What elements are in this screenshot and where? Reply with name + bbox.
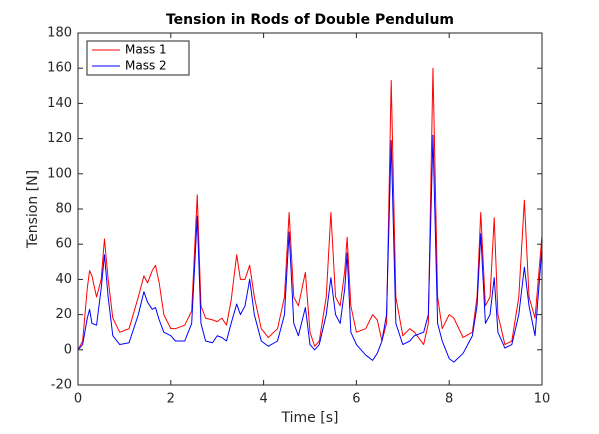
- y-tick-label: -20: [51, 378, 72, 393]
- y-tick-label: 160: [47, 61, 72, 76]
- series-line: [77, 67, 543, 351]
- legend-box: [86, 40, 190, 76]
- axes-box: [77, 32, 543, 386]
- y-tick-label: 20: [55, 307, 72, 322]
- y-tick-label: 120: [47, 131, 72, 146]
- y-tick-label: 140: [47, 96, 72, 111]
- y-tick-label: 180: [47, 26, 72, 41]
- y-tick-label: 0: [64, 342, 72, 357]
- x-axis-label: Time [s]: [281, 410, 339, 426]
- x-tick-label: 4: [259, 392, 267, 407]
- x-tick-label: 0: [74, 392, 82, 407]
- series-line: [77, 134, 543, 363]
- x-tick-label: 8: [445, 392, 453, 407]
- y-tick-label: 100: [47, 166, 72, 181]
- y-tick-label: 40: [55, 272, 72, 287]
- y-tick-label: 80: [55, 202, 72, 217]
- chart-title: Tension in Rods of Double Pendulum: [166, 12, 454, 28]
- legend-label: Mass 1: [125, 43, 167, 57]
- x-tick-label: 6: [352, 392, 360, 407]
- x-tick-label: 2: [167, 392, 175, 407]
- legend-label: Mass 2: [125, 59, 167, 73]
- x-tick-label: 10: [534, 392, 551, 407]
- y-tick-label: 60: [55, 237, 72, 252]
- y-axis-label: Tension [N]: [25, 170, 41, 249]
